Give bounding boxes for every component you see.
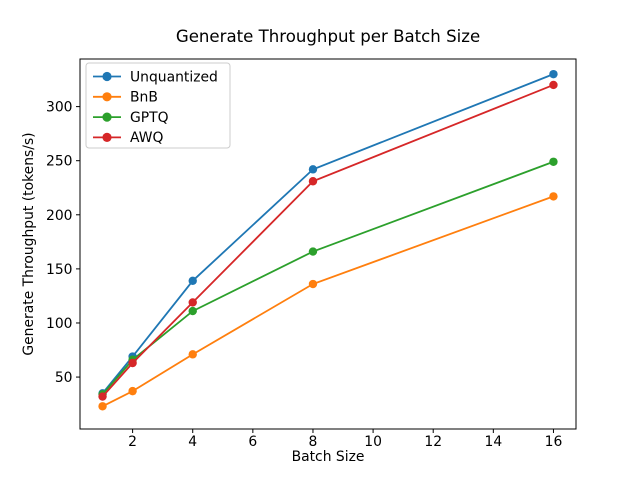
x-tick-label: 4 xyxy=(188,434,197,450)
data-point-bnb xyxy=(308,279,318,289)
data-point-awq xyxy=(188,298,197,307)
x-tick-label: 14 xyxy=(484,434,502,450)
data-point-awq xyxy=(98,392,107,401)
y-tick-label: 250 xyxy=(46,154,73,170)
legend-label-awq: AWQ xyxy=(130,130,163,146)
data-point-awq xyxy=(308,177,318,186)
y-tick-label: 150 xyxy=(46,262,73,278)
y-tick-label: 200 xyxy=(46,208,73,224)
data-point-bnb xyxy=(188,350,197,359)
data-point-unquantized xyxy=(308,165,318,174)
y-tick-label: 100 xyxy=(46,316,73,332)
data-point-gptq xyxy=(549,157,558,166)
data-point-gptq xyxy=(188,306,197,316)
legend-marker-gptq xyxy=(102,112,112,122)
x-tick-label: 16 xyxy=(545,434,563,450)
legend-marker-awq xyxy=(102,132,112,142)
x-tick-label: 10 xyxy=(364,434,382,450)
data-point-awq xyxy=(549,80,558,90)
plot-border xyxy=(79,58,577,430)
data-point-gptq xyxy=(308,247,318,256)
legend-label-gptq: GPTQ xyxy=(130,110,169,126)
x-tick-label: 2 xyxy=(128,434,137,450)
data-point-bnb xyxy=(128,386,137,396)
legend-label-unquantized: Unquantized xyxy=(130,69,218,85)
y-tick-label: 50 xyxy=(55,370,73,386)
legend-marker-bnb xyxy=(102,92,112,102)
series-line-bnb xyxy=(102,195,554,408)
legend-box xyxy=(85,62,231,149)
data-point-unquantized xyxy=(549,69,558,79)
x-tick-label: 12 xyxy=(424,434,442,450)
y-tick-label: 300 xyxy=(46,100,73,116)
x-axis-label: Batch Size xyxy=(291,449,365,465)
data-point-awq xyxy=(128,358,137,368)
x-tick-label: 8 xyxy=(309,434,318,450)
x-tick-label: 6 xyxy=(248,434,257,450)
legend-label-bnb: BnB xyxy=(130,90,158,106)
y-axis-label: Generate Throughput (tokens/s) xyxy=(21,132,37,356)
data-point-bnb xyxy=(98,402,107,411)
data-point-bnb xyxy=(549,192,558,201)
chart-title: Generate Throughput per Batch Size xyxy=(175,27,481,46)
legend-marker-unquantized xyxy=(102,71,112,82)
data-point-unquantized xyxy=(188,276,197,285)
